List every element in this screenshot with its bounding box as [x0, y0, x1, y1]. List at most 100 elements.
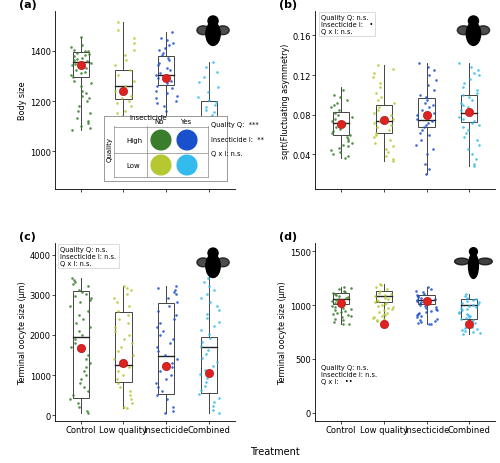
Point: [74, 115, 82, 123]
Point: [197, 295, 205, 302]
Point: [416, 316, 424, 324]
Point: [70, 54, 78, 61]
Bar: [376, 106, 392, 133]
Point: [159, 143, 167, 150]
Point: [130, 48, 138, 55]
Point: [434, 307, 442, 314]
Point: [158, 35, 166, 43]
Point: [77, 34, 85, 42]
Point: [387, 112, 395, 119]
Point: [154, 347, 162, 355]
Point: [120, 83, 128, 90]
Point: [332, 124, 340, 131]
Point: [78, 347, 86, 355]
Point: [160, 351, 168, 358]
Point: [430, 67, 438, 75]
Point: [463, 321, 471, 328]
Point: [472, 320, 480, 327]
Point: [476, 330, 484, 337]
Text: (a): (a): [19, 0, 37, 10]
Point: [154, 75, 162, 82]
Point: [370, 70, 378, 78]
Point: [371, 139, 379, 147]
Point: [460, 92, 468, 100]
Point: [432, 303, 440, 311]
Bar: [461, 299, 477, 319]
Point: [208, 59, 216, 67]
Text: (b): (b): [280, 0, 297, 10]
Text: Low: Low: [127, 163, 140, 169]
Point: [71, 279, 79, 287]
Point: [118, 359, 126, 367]
Point: [386, 137, 394, 144]
Point: [114, 367, 122, 375]
Point: [342, 156, 349, 163]
Point: [196, 327, 204, 334]
Point: [68, 275, 76, 282]
Point: [125, 115, 133, 123]
Point: [470, 296, 478, 304]
Point: [462, 314, 470, 322]
Point: [417, 319, 425, 326]
Point: [128, 399, 136, 407]
Point: [118, 113, 126, 120]
Point: [470, 317, 478, 324]
Point: [84, 307, 92, 314]
Point: [390, 100, 398, 107]
Point: [468, 120, 476, 127]
Point: [329, 289, 337, 297]
Point: [166, 303, 173, 311]
Point: [162, 123, 170, 130]
Point: [69, 281, 77, 288]
Point: [152, 379, 160, 387]
Point: [194, 94, 202, 102]
Point: [465, 94, 473, 101]
Point: [200, 127, 208, 134]
Point: [126, 148, 134, 155]
Point: [84, 351, 92, 358]
Point: [377, 94, 385, 101]
Point: [83, 98, 91, 105]
Point: [128, 93, 136, 100]
Point: [67, 343, 75, 350]
Point: [370, 314, 378, 322]
Point: [348, 139, 356, 147]
Point: [114, 347, 122, 355]
Point: [327, 104, 335, 111]
Point: [380, 307, 388, 314]
Point: [373, 296, 381, 304]
Point: [382, 300, 390, 307]
Point: [462, 130, 469, 137]
Point: [464, 127, 471, 134]
Point: [464, 110, 471, 117]
Point: [87, 80, 95, 88]
Point: [206, 283, 214, 290]
Point: [328, 118, 336, 125]
Point: [70, 57, 78, 65]
Ellipse shape: [458, 27, 470, 36]
Point: [374, 124, 382, 131]
Ellipse shape: [468, 254, 478, 279]
Point: [84, 118, 92, 125]
Point: [126, 391, 134, 399]
Point: [205, 369, 213, 376]
Point: [472, 304, 480, 311]
Point: [198, 355, 206, 362]
Point: [347, 306, 355, 313]
Point: [84, 387, 92, 394]
Point: [340, 120, 348, 127]
Point: [466, 112, 474, 119]
Point: [202, 351, 210, 358]
Point: [208, 407, 216, 414]
Point: [336, 107, 344, 114]
Point: [375, 104, 383, 111]
Point: [200, 75, 208, 82]
Text: Quality Q: n.s.
Insecticide I:   •
Q x I: n.s.: Quality Q: n.s. Insecticide I: • Q x I: …: [321, 15, 373, 35]
Point: [66, 44, 74, 52]
Point: [74, 327, 82, 335]
Text: Insecticide: Insecticide: [130, 115, 167, 121]
Point: [375, 289, 383, 297]
Point: [340, 307, 348, 315]
Point: [111, 323, 119, 331]
Point: [170, 289, 178, 296]
